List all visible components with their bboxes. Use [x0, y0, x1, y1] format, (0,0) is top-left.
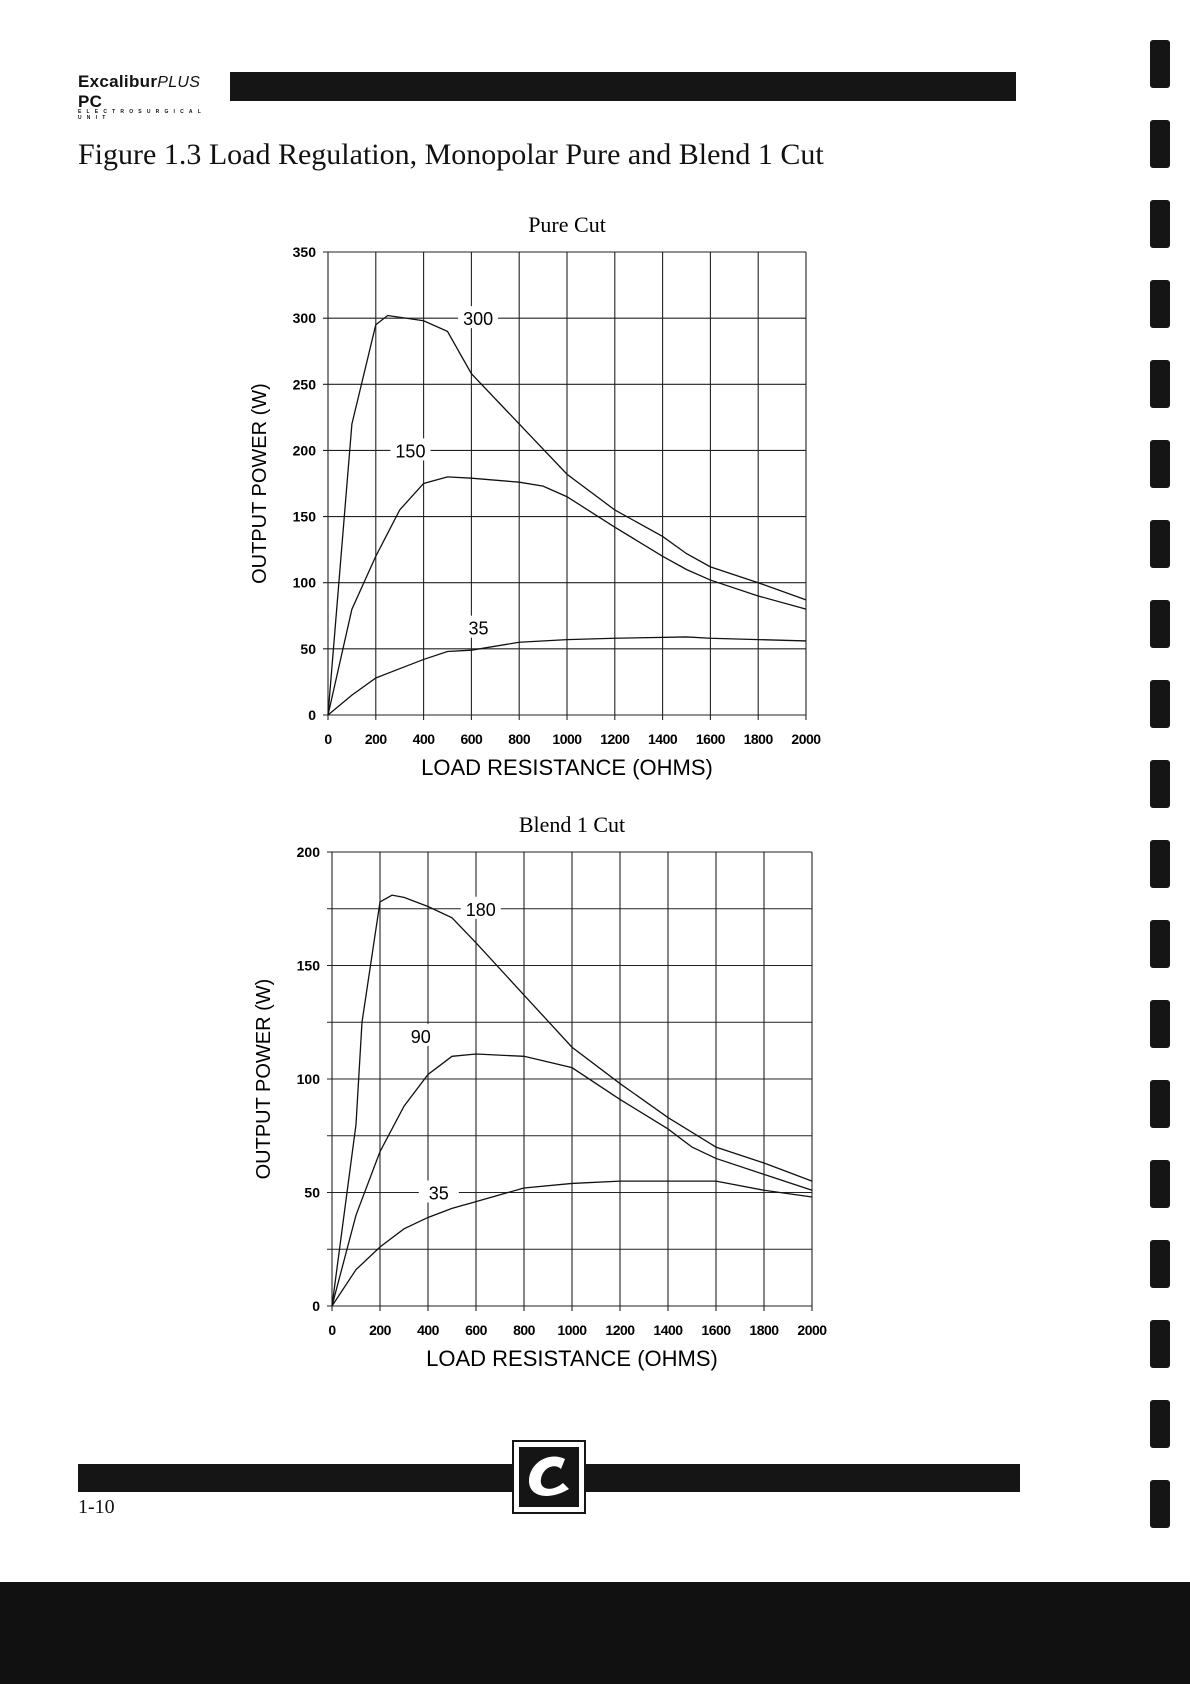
- y-tick-label: 350: [293, 244, 317, 260]
- x-tick-label: 1200: [600, 731, 630, 747]
- x-tick-label: 600: [465, 1322, 488, 1338]
- binder-hole: [1150, 1480, 1170, 1528]
- y-tick-label: 250: [293, 376, 317, 392]
- chart-title: Blend 1 Cut: [519, 812, 625, 837]
- y-tick-label: 150: [293, 509, 317, 525]
- binder-hole: [1150, 680, 1170, 728]
- brand-name: Excalibur: [78, 72, 158, 91]
- x-tick-label: 400: [417, 1322, 440, 1338]
- x-axis-label: LOAD RESISTANCE (OHMS): [421, 755, 713, 780]
- binder-hole: [1150, 200, 1170, 248]
- y-tick-label: 0: [308, 707, 316, 723]
- x-tick-label: 1600: [701, 1322, 731, 1338]
- binder-hole: [1150, 760, 1170, 808]
- binder-hole: [1150, 1240, 1170, 1288]
- binder-hole: [1150, 1000, 1170, 1048]
- y-tick-label: 200: [297, 844, 321, 860]
- x-tick-label: 1200: [605, 1322, 635, 1338]
- series-line-180: [331, 894, 813, 1307]
- series-line-35: [327, 636, 807, 716]
- x-tick-label: 1000: [552, 731, 582, 747]
- x-tick-label: 200: [369, 1322, 392, 1338]
- brand-subtitle: ELECTROSURGICAL UNIT: [78, 109, 206, 121]
- binder-hole: [1150, 280, 1170, 328]
- y-tick-label: 50: [300, 641, 316, 657]
- series-label: 35: [429, 1184, 449, 1204]
- x-tick-label: 1800: [744, 731, 774, 747]
- binder-hole: [1150, 520, 1170, 568]
- series-label-bg: [400, 1023, 441, 1046]
- x-tick-label: 2000: [797, 1322, 827, 1338]
- company-logo: [512, 1440, 586, 1514]
- y-axis-label: OUTPUT POWER (W): [253, 979, 275, 1180]
- binder-hole: [1150, 840, 1170, 888]
- x-tick-label: 200: [365, 731, 388, 747]
- binder-hole: [1150, 1160, 1170, 1208]
- x-tick-label: 1800: [749, 1322, 779, 1338]
- brand-logo: ExcaliburPLUS PC ELECTROSURGICAL UNIT: [78, 72, 228, 121]
- series-label-bg: [390, 438, 431, 461]
- y-tick-label: 0: [312, 1298, 320, 1314]
- x-tick-label: 2000: [791, 731, 821, 747]
- brand-italic: PLUS: [157, 74, 201, 91]
- series-label: 300: [463, 309, 493, 329]
- x-tick-label: 600: [460, 731, 483, 747]
- y-tick-label: 150: [297, 958, 321, 974]
- series-line-90: [331, 1053, 813, 1307]
- page-number: 1-10: [78, 1496, 115, 1518]
- x-tick-label: 0: [324, 731, 332, 747]
- chart-title: Pure Cut: [528, 212, 606, 237]
- y-tick-label: 100: [297, 1071, 321, 1087]
- y-tick-label: 300: [293, 310, 317, 326]
- binder-hole: [1150, 1400, 1170, 1448]
- series-label-bg: [458, 615, 499, 638]
- brand-suffix: PC: [78, 92, 103, 111]
- binder-hole: [1150, 600, 1170, 648]
- binder-hole: [1150, 120, 1170, 168]
- scan-border: [0, 1582, 1190, 1684]
- binder-hole: [1150, 920, 1170, 968]
- c-logo-icon: [529, 1456, 569, 1496]
- x-tick-label: 400: [413, 731, 436, 747]
- series-label: 180: [466, 900, 496, 920]
- y-tick-label: 100: [293, 575, 317, 591]
- series-line-300: [327, 314, 807, 716]
- x-tick-label: 1400: [648, 731, 678, 747]
- series-label-bg: [418, 1180, 459, 1203]
- header-bar: [230, 72, 1016, 101]
- x-tick-label: 1000: [557, 1322, 587, 1338]
- x-tick-label: 800: [508, 731, 531, 747]
- y-axis-label: OUTPUT POWER (W): [249, 383, 271, 584]
- series-label: 150: [395, 441, 425, 461]
- x-axis-label: LOAD RESISTANCE (OHMS): [426, 1346, 718, 1371]
- binder-hole: [1150, 1320, 1170, 1368]
- binder-hole: [1150, 440, 1170, 488]
- y-tick-label: 200: [293, 442, 317, 458]
- x-tick-label: 0: [328, 1322, 336, 1338]
- y-tick-label: 50: [304, 1185, 320, 1201]
- figure-title: Figure 1.3 Load Regulation, Monopolar Pu…: [78, 138, 824, 171]
- series-label: 90: [411, 1027, 431, 1047]
- series-label-bg: [460, 896, 501, 919]
- x-tick-label: 800: [513, 1322, 536, 1338]
- binder-hole: [1150, 360, 1170, 408]
- series-label: 35: [469, 619, 489, 639]
- binder-hole: [1150, 1080, 1170, 1128]
- series-line-35: [331, 1180, 813, 1307]
- binder-hole: [1150, 40, 1170, 88]
- x-tick-label: 1600: [696, 731, 726, 747]
- x-tick-label: 1400: [653, 1322, 683, 1338]
- series-line-150: [327, 476, 807, 716]
- series-label-bg: [458, 306, 499, 329]
